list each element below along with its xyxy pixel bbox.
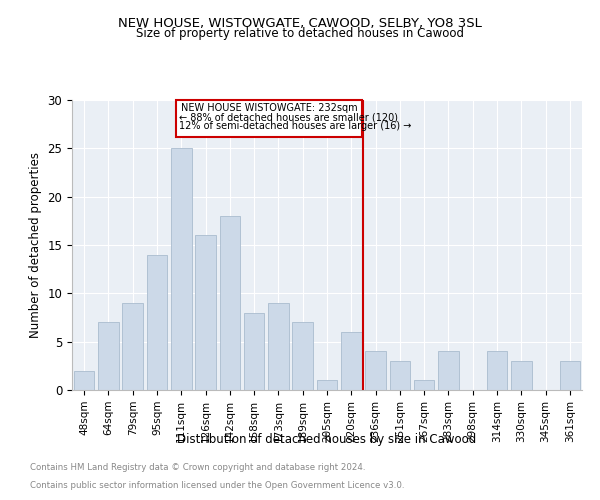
Text: Distribution of detached houses by size in Cawood: Distribution of detached houses by size … <box>178 432 476 446</box>
Bar <box>146 254 167 390</box>
FancyBboxPatch shape <box>176 100 362 136</box>
Text: NEW HOUSE, WISTOWGATE, CAWOOD, SELBY, YO8 3SL: NEW HOUSE, WISTOWGATE, CAWOOD, SELBY, YO… <box>118 18 482 30</box>
Bar <box>341 332 362 390</box>
Bar <box>122 303 143 390</box>
Bar <box>365 352 386 390</box>
Bar <box>560 361 580 390</box>
Text: 12% of semi-detached houses are larger (16) →: 12% of semi-detached houses are larger (… <box>179 122 412 132</box>
Bar <box>317 380 337 390</box>
Text: Contains HM Land Registry data © Crown copyright and database right 2024.: Contains HM Land Registry data © Crown c… <box>30 464 365 472</box>
Bar <box>171 148 191 390</box>
Bar <box>511 361 532 390</box>
Bar <box>389 361 410 390</box>
Bar <box>487 352 508 390</box>
Bar <box>244 312 265 390</box>
Bar <box>268 303 289 390</box>
Bar <box>220 216 240 390</box>
Bar <box>438 352 459 390</box>
Text: ← 88% of detached houses are smaller (120): ← 88% of detached houses are smaller (12… <box>179 112 398 122</box>
Text: Size of property relative to detached houses in Cawood: Size of property relative to detached ho… <box>136 28 464 40</box>
Y-axis label: Number of detached properties: Number of detached properties <box>29 152 42 338</box>
Bar <box>195 236 216 390</box>
Text: NEW HOUSE WISTOWGATE: 232sqm: NEW HOUSE WISTOWGATE: 232sqm <box>181 104 358 114</box>
Bar <box>292 322 313 390</box>
Bar <box>414 380 434 390</box>
Text: Contains public sector information licensed under the Open Government Licence v3: Contains public sector information licen… <box>30 481 404 490</box>
Bar <box>98 322 119 390</box>
Bar <box>74 370 94 390</box>
